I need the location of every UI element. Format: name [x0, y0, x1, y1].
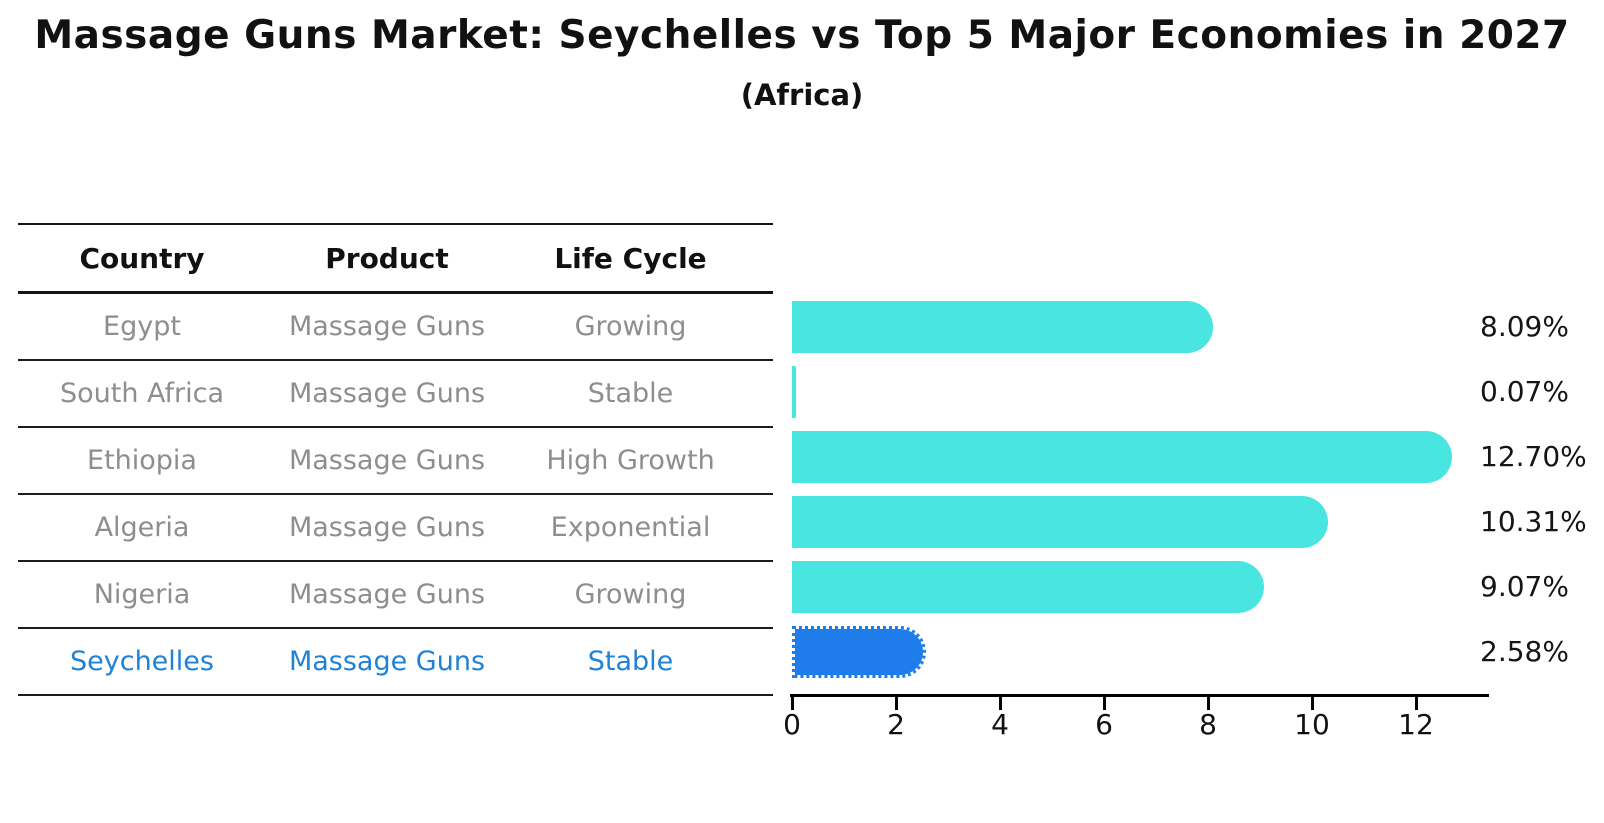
axis-tick-label: 4 — [991, 708, 1009, 741]
table-row: Algeria Massage Guns Exponential — [18, 495, 773, 562]
value-label: 2.58% — [1480, 635, 1569, 668]
cell-product: Massage Guns — [288, 646, 486, 677]
axis-tick-label: 12 — [1398, 708, 1434, 741]
bar — [792, 431, 1452, 483]
axis-tick — [894, 697, 898, 710]
value-label: 8.09% — [1480, 310, 1569, 343]
bar — [792, 561, 1264, 613]
page-subtitle: (Africa) — [740, 78, 864, 112]
value-label: 9.07% — [1480, 570, 1569, 603]
cell-life-cycle: Growing — [574, 579, 687, 610]
cell-country: Seychelles — [70, 646, 214, 677]
highlight-bar — [792, 626, 926, 678]
table-row: Ethiopia Massage Guns High Growth — [18, 428, 773, 495]
axis-tick-label: 0 — [783, 708, 801, 741]
cell-life-cycle: Exponential — [550, 512, 711, 543]
column-header-country: Country — [79, 241, 205, 275]
cell-country: Nigeria — [93, 579, 191, 610]
cell-country: South Africa — [59, 378, 225, 409]
cell-life-cycle: Stable — [587, 646, 674, 677]
cell-country: Algeria — [94, 512, 190, 543]
table-row: South Africa Massage Guns Stable — [18, 361, 773, 428]
cell-country: Ethiopia — [87, 445, 197, 476]
page-title: Massage Guns Market: Seychelles vs Top 5… — [34, 13, 1570, 58]
axis-tick — [998, 697, 1002, 710]
axis-tick — [1310, 697, 1314, 710]
data-table: Country Product Life Cycle Egypt Massage … — [18, 223, 773, 696]
value-label: 10.31% — [1480, 505, 1587, 538]
bar — [792, 496, 1328, 548]
axis-tick — [1414, 697, 1418, 710]
axis-tick-label: 2 — [887, 708, 905, 741]
cell-life-cycle: Stable — [587, 378, 674, 409]
table-body: Egypt Massage Guns Growing South Africa Mass… — [18, 294, 773, 696]
cell-life-cycle: High Growth — [546, 445, 715, 476]
cell-product: Massage Guns — [288, 445, 486, 476]
axis-tick — [1206, 697, 1210, 710]
cell-life-cycle: Growing — [574, 311, 687, 342]
cell-product: Massage Guns — [288, 579, 486, 610]
bar — [792, 366, 796, 418]
x-axis-line — [790, 694, 1489, 697]
axis-tick-label: 8 — [1199, 708, 1217, 741]
column-header-product: Product — [325, 241, 449, 275]
axis-tick-label: 6 — [1095, 708, 1113, 741]
column-header-life-cycle: Life Cycle — [554, 241, 707, 275]
table-header-row: Country Product Life Cycle — [18, 223, 773, 294]
value-label: 12.70% — [1480, 440, 1587, 473]
table-row: Seychelles Massage Guns Stable — [18, 629, 773, 696]
axis-tick — [790, 697, 794, 710]
cell-product: Massage Guns — [288, 512, 486, 543]
value-label: 0.07% — [1480, 375, 1569, 408]
table-row: Nigeria Massage Guns Growing — [18, 562, 773, 629]
cell-country: Egypt — [103, 311, 181, 342]
bar — [792, 301, 1213, 353]
cell-product: Massage Guns — [288, 311, 486, 342]
axis-tick-label: 10 — [1294, 708, 1330, 741]
table-row: Egypt Massage Guns Growing — [18, 294, 773, 361]
cell-product: Massage Guns — [288, 378, 486, 409]
axis-tick — [1102, 697, 1106, 710]
